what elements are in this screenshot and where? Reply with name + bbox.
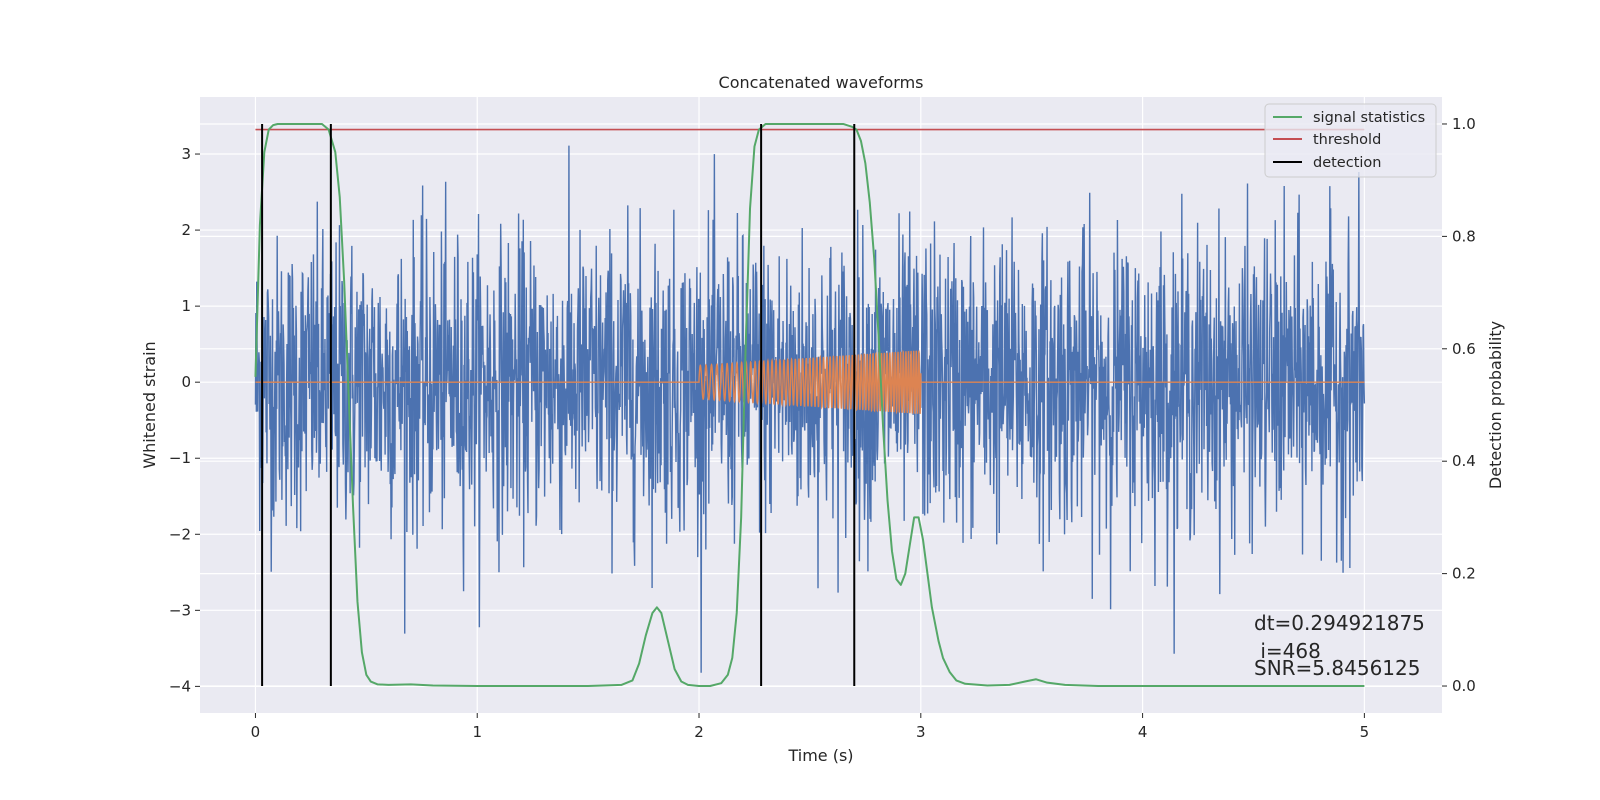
series-strain xyxy=(254,145,1366,673)
y-axis-label-left: Whitened strain xyxy=(140,341,159,468)
x-tick-label: 0 xyxy=(251,723,261,741)
y-tick-label-right: 0.6 xyxy=(1452,340,1476,358)
axes: 0 1 2 3 4 5 3 2 1 0 −1 −2 −3 −4 1.0 0.8 0.6 0.4 0.2 0.0 xyxy=(169,115,1476,741)
y-tick-label-right: 0.0 xyxy=(1452,677,1476,695)
x-tick-label: 4 xyxy=(1138,723,1148,741)
y-tick-label-left: 3 xyxy=(181,145,191,163)
y-tick-label-left: 1 xyxy=(181,297,191,315)
legend-label-signal-statistics: signal statistics xyxy=(1313,110,1425,126)
y-tick-label-left: −2 xyxy=(169,525,191,543)
y-tick-label-right: 0.4 xyxy=(1452,452,1476,470)
y-tick-label-right: 1.0 xyxy=(1452,115,1476,133)
x-tick-label: 3 xyxy=(916,723,926,741)
annotation-index: i=468 xyxy=(1254,639,1321,663)
legend-label-detection: detection xyxy=(1313,155,1381,171)
y-tick-label-left: 2 xyxy=(181,221,191,239)
y-axis-label-right: Detection probability xyxy=(1486,321,1505,489)
series-template xyxy=(255,349,1365,415)
legend-label-threshold: threshold xyxy=(1313,132,1381,148)
annotations: dt=0.294921875 i=468 SNR=5.8456125 xyxy=(1254,611,1425,680)
y-tick-label-left: −4 xyxy=(169,677,191,695)
x-tick-label: 5 xyxy=(1360,723,1370,741)
x-tick-label: 2 xyxy=(694,723,704,741)
series-signal-statistics xyxy=(254,122,1365,688)
y-tick-label-right: 0.8 xyxy=(1452,227,1476,245)
x-axis-label: Time (s) xyxy=(787,746,853,765)
legend-box xyxy=(1264,103,1437,178)
y-tick-label-left: 0 xyxy=(181,373,191,391)
chart-title: Concatenated waveforms xyxy=(719,73,924,92)
annotation-dt: dt=0.294921875 xyxy=(1254,611,1425,635)
y-tick-label-left: −3 xyxy=(169,601,191,619)
y-tick-label-right: 0.2 xyxy=(1452,565,1476,583)
y-tick-label-left: −1 xyxy=(169,449,191,467)
x-tick-label: 1 xyxy=(472,723,482,741)
data-layer xyxy=(254,122,1366,688)
annotation-snr: SNR=5.8456125 xyxy=(1254,656,1420,680)
legend: signal statistics threshold detection xyxy=(1264,103,1437,178)
